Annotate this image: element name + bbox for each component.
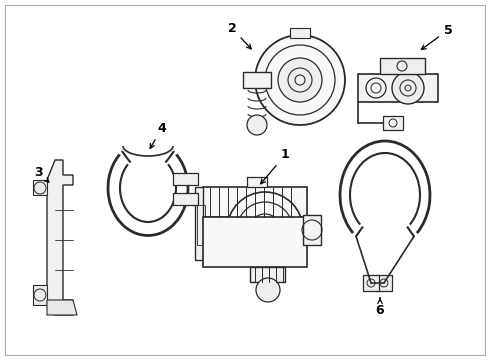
Bar (243, 72, 271, 88)
Circle shape (255, 35, 345, 125)
Polygon shape (195, 187, 203, 260)
Circle shape (366, 78, 386, 98)
Bar (173, 173, 198, 185)
Polygon shape (33, 285, 47, 305)
Bar (247, 177, 267, 187)
Text: 1: 1 (261, 148, 290, 184)
Bar (173, 193, 198, 205)
Bar (197, 205, 205, 245)
Bar (203, 217, 307, 267)
Bar (290, 28, 310, 38)
Bar (380, 58, 425, 74)
Circle shape (227, 192, 303, 268)
Circle shape (256, 278, 280, 302)
Text: 4: 4 (150, 122, 167, 148)
Text: 5: 5 (421, 23, 452, 50)
Text: 6: 6 (376, 298, 384, 316)
Polygon shape (47, 300, 77, 315)
Polygon shape (33, 180, 47, 195)
Text: 2: 2 (228, 22, 251, 49)
Bar (363, 275, 379, 291)
Circle shape (278, 58, 322, 102)
Circle shape (247, 115, 267, 135)
Polygon shape (47, 160, 73, 315)
Bar (203, 187, 307, 217)
Bar (358, 74, 438, 102)
Bar (250, 267, 285, 282)
Bar (383, 116, 403, 130)
Text: 3: 3 (34, 166, 49, 182)
Circle shape (392, 72, 424, 104)
Bar (376, 275, 392, 291)
Bar (303, 215, 321, 245)
